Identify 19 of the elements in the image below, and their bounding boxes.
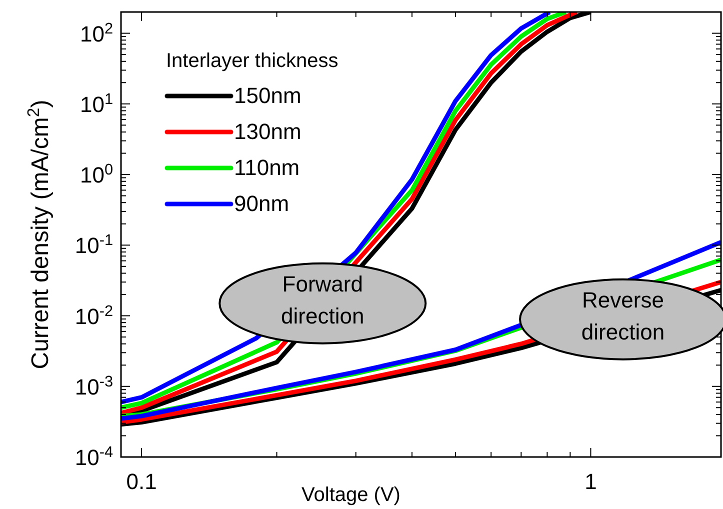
x-tick-label: 0.1 — [126, 469, 157, 494]
legend-label: 150nm — [234, 83, 302, 108]
y-tick-label: 10$^{2}$ — [80, 20, 113, 46]
ellipse-callout: Reverse direction — [519, 278, 723, 360]
legend-title: Interlayer thickness — [166, 50, 338, 72]
y-tick-label: 10$^{0}$ — [80, 161, 113, 188]
annotation: Reverse direction — [581, 287, 665, 344]
y-tick-label: 10$^{1}$ — [80, 90, 113, 117]
ellipse-callout: Forward direction — [218, 262, 427, 344]
annotation: Forward direction — [281, 271, 364, 328]
y-tick-label: 10$^{-3}$ — [74, 372, 113, 400]
x-tick-label: 1 — [584, 469, 597, 494]
legend-label: 110nm — [234, 155, 300, 180]
x-axis-title: Voltage (V) — [302, 484, 400, 506]
y-tick-label: 10$^{-4}$ — [74, 444, 114, 470]
y-tick-label: 10$^{-1}$ — [74, 232, 113, 258]
legend-label: 130nm — [234, 119, 302, 144]
y-tick-label: 10$^{-2}$ — [74, 302, 113, 329]
legend-label: 90nm — [234, 191, 290, 216]
